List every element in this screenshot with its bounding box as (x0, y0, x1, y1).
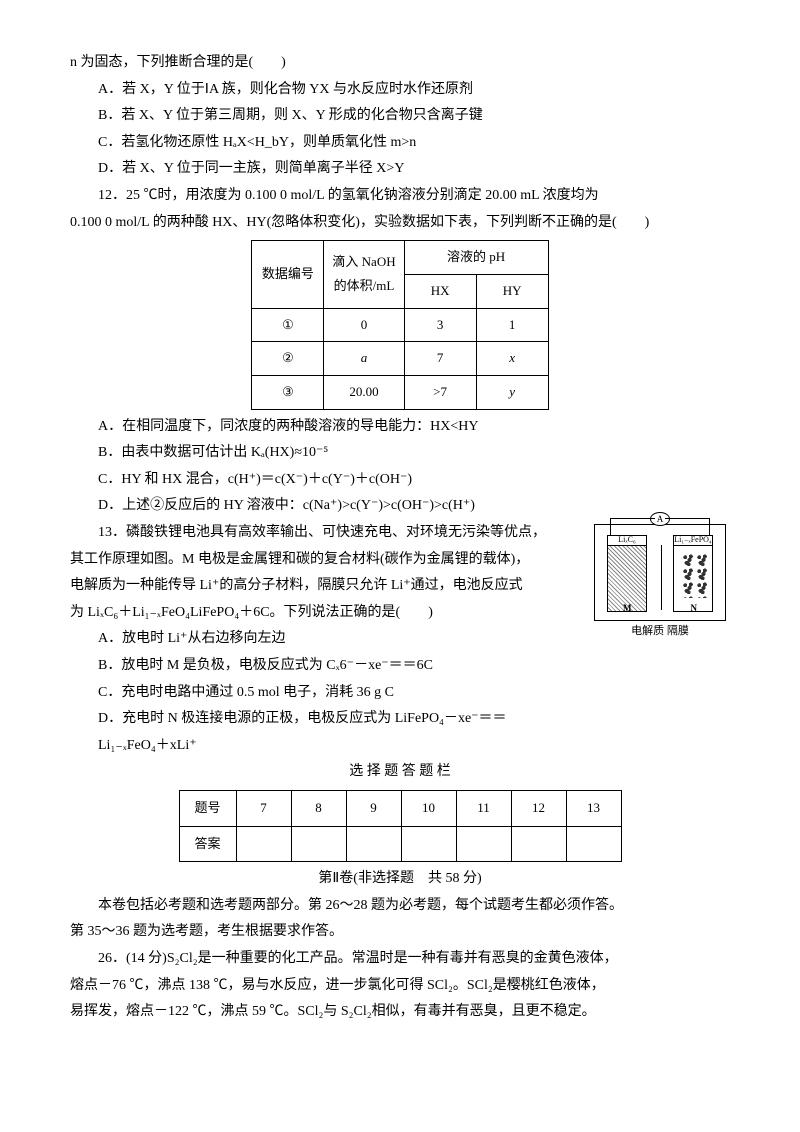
q12-opt-d: D．上述②反应后的 HY 溶液中：c(Na⁺)>c(Y⁻)>c(OH⁻)>c(H… (70, 493, 730, 520)
q12-table: 数据编号 滴入 NaOH的体积/mL 溶液的 pH HX HY ① 0 3 1 … (251, 240, 548, 409)
q13-opt-d2: Li₁₋ₓFeO₄＋xLi⁺ (70, 733, 730, 760)
q11-opt-b: B．若 X、Y 位于第三周期，则 X、Y 形成的化合物只含离子键 (70, 103, 730, 130)
answer-cell[interactable] (346, 826, 401, 862)
separator (661, 545, 662, 610)
part2-intro-1: 本卷包括必考题和选考题两部分。第 26～28 题为必考题，每个试题考生都必须作答… (70, 893, 730, 920)
label-n: N (691, 600, 698, 617)
th-num: 数据编号 (252, 241, 324, 308)
q12-opt-c: C．HY 和 HX 混合，c(H⁺)＝c(X⁻)＋c(Y⁻)＋c(OH⁻) (70, 467, 730, 494)
q26-line-2: 熔点－76 ℃，沸点 138 ℃，易与水反应，进一步氯化可得 SCl₂。SCl₂… (70, 973, 730, 1000)
row-label-answer: 答案 (179, 826, 236, 862)
row-label-qnum: 题号 (179, 790, 236, 826)
table-row: ② a 7 x (252, 342, 548, 376)
figure-caption: 电解质 隔膜 (590, 621, 730, 642)
answer-cell[interactable] (236, 826, 291, 862)
label-m: M (623, 600, 632, 617)
q11-stem: n 为固态，下列推断合理的是( ) (70, 50, 730, 77)
q13-opt-b: B．放电时 M 是负极，电极反应式为 Cₓ6⁻－xe⁻＝＝6C (70, 653, 730, 680)
q12-opt-a: A．在相同温度下，同浓度的两种酸溶液的导电能力：HX<HY (70, 414, 730, 441)
answer-cell[interactable] (566, 826, 621, 862)
q13-figure: A LiₓC₆ Li₁₋ₓFePO₄ M N 电解质 隔膜 (590, 524, 730, 642)
table-row: ① 0 3 1 (252, 308, 548, 342)
q12-stem-1: 12．25 ℃时，用浓度为 0.100 0 mol/L 的氢氧化钠溶液分别滴定 … (70, 183, 730, 210)
part2-title: 第Ⅱ卷(非选择题 共 58 分) (70, 866, 730, 893)
q11-opt-a: A．若 X，Y 位于ⅠA 族，则化合物 YX 与水反应时水作还原剂 (70, 77, 730, 104)
answer-cell[interactable] (456, 826, 511, 862)
ammeter-icon: A (650, 512, 670, 526)
table-row: ③ 20.00 >7 y (252, 375, 548, 409)
th-ph: 溶液的 pH (404, 241, 548, 275)
q12-opt-b: B．由表中数据可估计出 Kₐ(HX)≈10⁻⁵ (70, 440, 730, 467)
answer-cell[interactable] (291, 826, 346, 862)
answer-cell[interactable] (511, 826, 566, 862)
q26-line-3: 易挥发，熔点－122 ℃，沸点 59 ℃。SCl₂与 S₂Cl₂相似，有毒并有恶… (70, 999, 730, 1026)
q13-opt-d1: D．充电时 N 极连接电源的正极，电极反应式为 LiFePO₄－xe⁻＝＝ (70, 706, 730, 733)
q26-line-1: 26．(14 分)S₂Cl₂是一种重要的化工产品。常温时是一种有毒并有恶臭的金黄… (70, 946, 730, 973)
th-hx: HX (404, 274, 476, 308)
q12-stem-2: 0.100 0 mol/L 的两种酸 HX、HY(忽略体积变化)，实验数据如下表… (70, 210, 730, 237)
th-hy: HY (476, 274, 548, 308)
answer-cell[interactable] (401, 826, 456, 862)
part2-intro-2: 第 35～36 题为选考题，考生根据要求作答。 (70, 919, 730, 946)
q13-opt-c: C．充电时电路中通过 0.5 mol 电子，消耗 36 g C (70, 680, 730, 707)
th-vol: 滴入 NaOH的体积/mL (324, 241, 404, 308)
answer-table: 题号 7 8 9 10 11 12 13 答案 (179, 790, 622, 862)
answer-section-title: 选 择 题 答 题 栏 (70, 759, 730, 786)
q11-opt-c: C．若氢化物还原性 HₐX<H_bY，则单质氧化性 m>n (70, 130, 730, 157)
q11-opt-d: D．若 X、Y 位于同一主族，则简单离子半径 X>Y (70, 156, 730, 183)
